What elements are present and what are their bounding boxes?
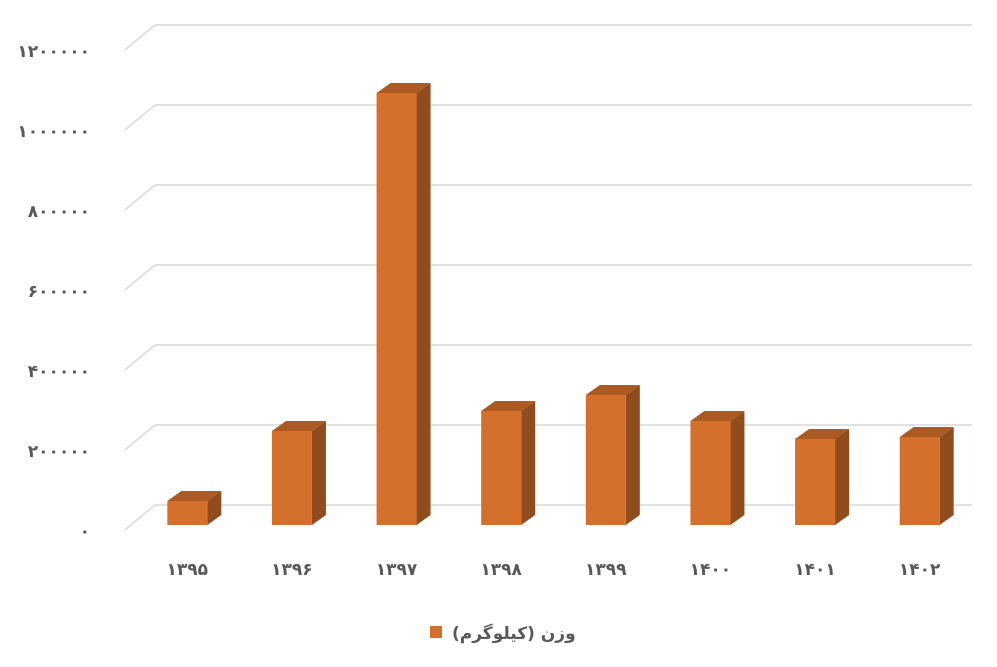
x-tick-label: ۱۳۹۵ xyxy=(167,560,209,580)
legend-swatch xyxy=(430,626,442,638)
bar xyxy=(167,501,208,525)
bar-top xyxy=(376,83,431,93)
bar xyxy=(899,437,940,525)
bar-top xyxy=(167,491,222,501)
bar-top xyxy=(585,385,640,395)
legend-label: وزن (کیلوگرم) xyxy=(452,623,576,644)
bar-top xyxy=(795,429,850,439)
bar xyxy=(585,395,626,525)
x-tick-label: ۱۳۹۸ xyxy=(480,560,522,580)
y-tick-label: ۶۰۰۰۰۰ xyxy=(28,282,90,302)
grid-line xyxy=(124,344,972,371)
bar-side xyxy=(835,429,850,525)
bar xyxy=(795,439,836,525)
y-tick-label: ۰ xyxy=(80,522,90,542)
x-tick-label: ۱۴۰۲ xyxy=(899,560,941,580)
bar-side xyxy=(730,411,745,525)
x-tick-label: ۱۳۹۹ xyxy=(585,560,627,580)
bar-side xyxy=(311,421,326,525)
y-tick-label: ۱۲۰۰۰۰۰ xyxy=(17,42,90,62)
y-tick-label: ۸۰۰۰۰۰ xyxy=(28,202,90,222)
bar-side xyxy=(939,427,954,525)
bar-top xyxy=(271,421,326,431)
x-tick-label: ۱۴۰۱ xyxy=(794,560,836,580)
y-tick-label: ۱۰۰۰۰۰۰ xyxy=(17,122,90,142)
grid-line xyxy=(124,184,972,211)
bar-top xyxy=(481,401,536,411)
y-tick-label: ۲۰۰۰۰۰ xyxy=(28,442,90,462)
bar-side xyxy=(625,385,640,525)
x-tick-label: ۱۳۹۷ xyxy=(376,560,418,580)
grid-line xyxy=(124,24,972,51)
x-tick-label: ۱۴۰۰ xyxy=(690,560,732,580)
bar xyxy=(690,421,731,525)
bar-side xyxy=(416,83,431,525)
bar-top xyxy=(899,427,954,437)
bar xyxy=(271,431,312,525)
bar-side xyxy=(207,491,222,525)
bar-top xyxy=(690,411,745,421)
bar-side xyxy=(521,401,536,525)
bar xyxy=(376,93,417,525)
grid-line xyxy=(124,264,972,291)
bar xyxy=(481,411,522,525)
y-tick-label: ۴۰۰۰۰۰ xyxy=(28,362,90,382)
x-tick-label: ۱۳۹۶ xyxy=(271,560,313,580)
grid-line xyxy=(124,104,972,131)
